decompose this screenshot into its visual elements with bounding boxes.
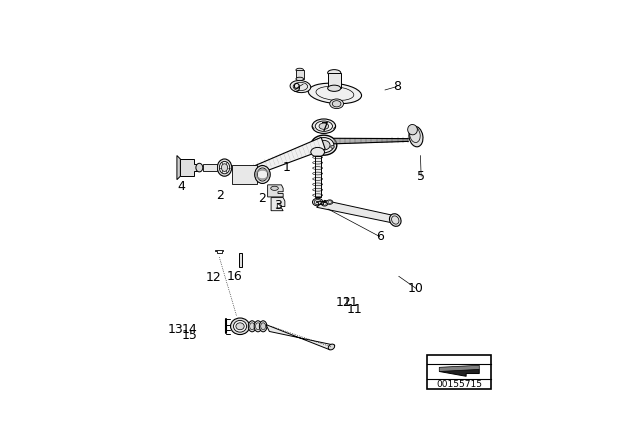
Ellipse shape	[234, 320, 246, 332]
Ellipse shape	[221, 164, 228, 172]
Ellipse shape	[217, 159, 232, 176]
Text: 7: 7	[321, 121, 328, 134]
Ellipse shape	[236, 323, 244, 330]
Polygon shape	[177, 155, 180, 180]
Ellipse shape	[317, 140, 330, 150]
Ellipse shape	[314, 199, 321, 205]
Polygon shape	[203, 164, 217, 171]
Text: 2: 2	[216, 189, 224, 202]
Ellipse shape	[220, 161, 230, 174]
Text: 12: 12	[205, 271, 221, 284]
Text: 8: 8	[393, 80, 401, 93]
Ellipse shape	[248, 321, 256, 332]
Text: 9: 9	[292, 82, 300, 95]
Ellipse shape	[196, 163, 203, 172]
Polygon shape	[314, 155, 321, 197]
Polygon shape	[180, 159, 199, 176]
Ellipse shape	[311, 147, 324, 157]
Ellipse shape	[409, 126, 423, 147]
Ellipse shape	[257, 168, 268, 181]
Ellipse shape	[296, 77, 303, 81]
Ellipse shape	[290, 81, 311, 93]
Text: 2: 2	[259, 192, 266, 205]
Text: 3: 3	[274, 199, 282, 212]
Ellipse shape	[330, 99, 344, 108]
Text: 11: 11	[347, 302, 363, 315]
Ellipse shape	[328, 85, 340, 91]
Ellipse shape	[314, 138, 334, 153]
Ellipse shape	[296, 68, 303, 72]
Ellipse shape	[321, 202, 328, 206]
Ellipse shape	[314, 146, 317, 148]
Text: 4: 4	[177, 180, 186, 193]
Ellipse shape	[312, 119, 335, 134]
Ellipse shape	[319, 123, 329, 129]
Polygon shape	[243, 138, 325, 179]
Polygon shape	[271, 198, 285, 211]
Bar	[428, 354, 491, 389]
Ellipse shape	[255, 165, 270, 184]
Ellipse shape	[259, 321, 267, 332]
Text: 00155715: 00155715	[436, 380, 483, 389]
Polygon shape	[439, 365, 479, 371]
Polygon shape	[439, 366, 479, 376]
Text: 15: 15	[181, 329, 197, 342]
Polygon shape	[232, 165, 257, 184]
Ellipse shape	[311, 135, 337, 155]
Ellipse shape	[312, 198, 323, 206]
Text: 6: 6	[376, 230, 384, 243]
Text: 16: 16	[227, 271, 243, 284]
Polygon shape	[296, 70, 303, 79]
Ellipse shape	[328, 69, 340, 76]
Text: 14: 14	[182, 323, 197, 336]
Polygon shape	[317, 200, 399, 224]
Ellipse shape	[316, 121, 333, 131]
Ellipse shape	[271, 186, 278, 190]
Polygon shape	[268, 185, 283, 197]
Text: 13: 13	[168, 323, 184, 336]
Ellipse shape	[328, 344, 335, 350]
Ellipse shape	[230, 318, 250, 335]
Ellipse shape	[331, 146, 334, 148]
Text: 11: 11	[342, 296, 358, 309]
Polygon shape	[239, 253, 243, 267]
Ellipse shape	[390, 214, 401, 226]
Ellipse shape	[254, 321, 262, 332]
Text: 10: 10	[408, 282, 424, 295]
Text: 12: 12	[335, 296, 351, 309]
Ellipse shape	[408, 125, 417, 135]
Polygon shape	[266, 324, 335, 350]
Text: 5: 5	[417, 170, 425, 183]
Ellipse shape	[326, 200, 333, 204]
Text: 1: 1	[283, 161, 291, 174]
Ellipse shape	[308, 83, 362, 103]
Polygon shape	[328, 73, 340, 88]
